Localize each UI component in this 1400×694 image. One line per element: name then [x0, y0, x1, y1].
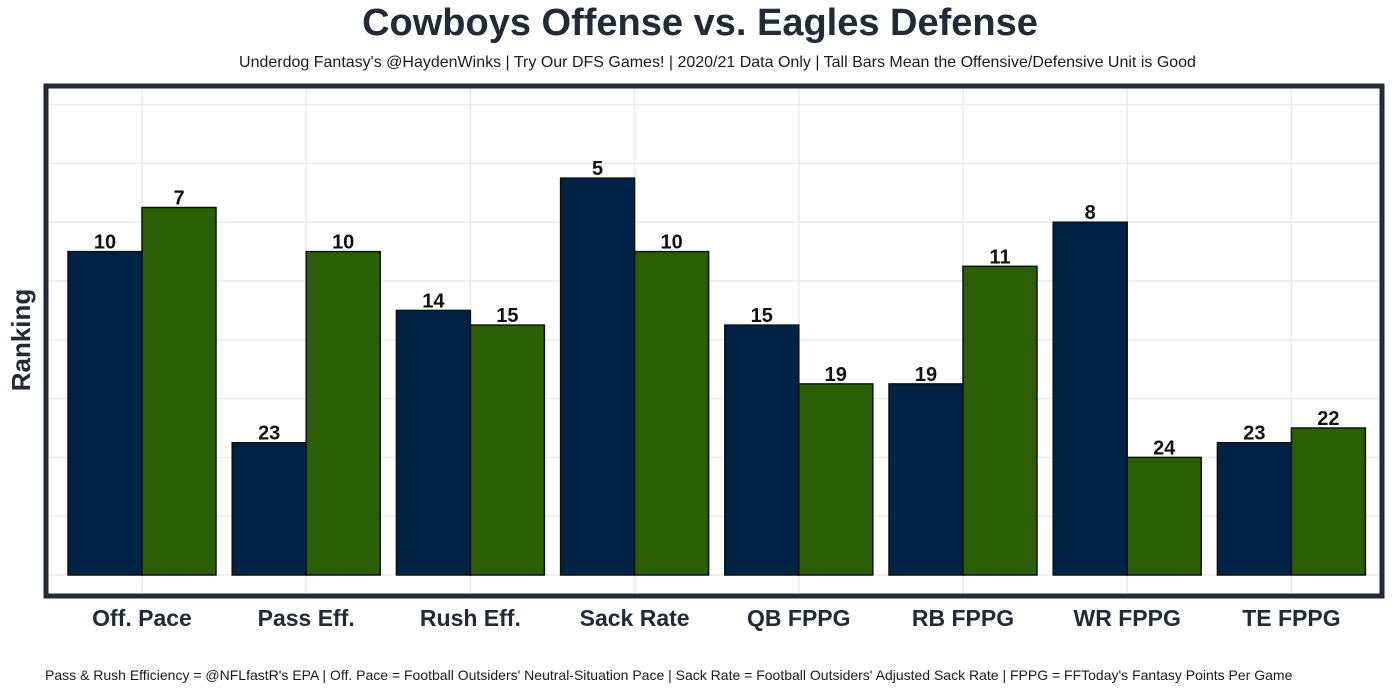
bar-1-3: [633, 250, 710, 576]
data-label-1-6: 24: [1153, 437, 1176, 459]
data-label-0-3: 5: [592, 158, 603, 180]
bar-0-7: [1216, 441, 1293, 576]
data-label-0-7: 23: [1243, 423, 1265, 445]
x-tick-label: TE FPPG: [1242, 605, 1340, 631]
data-label-1-5: 11: [989, 246, 1010, 268]
x-tick-label: Off. Pace: [92, 605, 192, 631]
bar-0-0: [67, 250, 143, 576]
x-tick-label: Sack Rate: [580, 605, 690, 631]
data-label-0-1: 23: [258, 423, 280, 445]
data-label-0-2: 14: [422, 290, 445, 312]
data-label-1-2: 15: [496, 305, 518, 327]
data-label-0-6: 8: [1085, 202, 1096, 224]
chart-caption: Pass & Rush Efficiency = @NFLfastR's EPA…: [45, 667, 1293, 683]
data-label-0-5: 19: [915, 364, 937, 386]
bar-0-6: [1052, 221, 1128, 576]
bar-1-4: [798, 383, 874, 576]
data-labels-group: 10 7 23 10 14 15 5 10 15 19 19 11 8 24 23 22: [94, 158, 1340, 459]
bars-group: [67, 177, 1367, 576]
bar-0-3: [559, 177, 636, 576]
x-tick-labels-group: Off. Pace Pass Eff. Rush Eff. Sack Rate QB F…: [92, 605, 1340, 631]
bar-0-2: [395, 309, 472, 576]
bar-0-4: [724, 324, 800, 576]
bar-1-1: [305, 250, 381, 576]
bar-1-2: [469, 324, 546, 576]
x-tick-label: Rush Eff.: [420, 605, 521, 631]
chart-title: Cowboys Offense vs. Eagles Defense: [362, 2, 1038, 44]
chart-subtitle: Underdog Fantasy's @HaydenWinks | Try Ou…: [239, 54, 1196, 71]
data-label-0-0: 10: [94, 232, 116, 254]
x-tick-label: Pass Eff.: [258, 605, 355, 631]
data-label-1-0: 7: [173, 188, 184, 210]
bar-1-5: [962, 265, 1038, 576]
data-label-1-3: 10: [660, 232, 682, 254]
bar-0-1: [231, 441, 307, 576]
bar-1-0: [141, 206, 217, 576]
data-label-1-7: 22: [1317, 408, 1339, 430]
data-label-0-4: 15: [751, 305, 773, 327]
bar-1-6: [1126, 456, 1202, 576]
bar-1-7: [1290, 427, 1367, 576]
x-tick-label: RB FPPG: [912, 605, 1014, 631]
x-tick-label: WR FPPG: [1074, 605, 1181, 631]
bar-0-5: [888, 383, 964, 576]
data-label-1-1: 10: [332, 232, 354, 254]
y-axis-label: Ranking: [6, 289, 36, 392]
data-label-1-4: 19: [825, 364, 847, 386]
x-tick-label: QB FPPG: [747, 605, 851, 631]
